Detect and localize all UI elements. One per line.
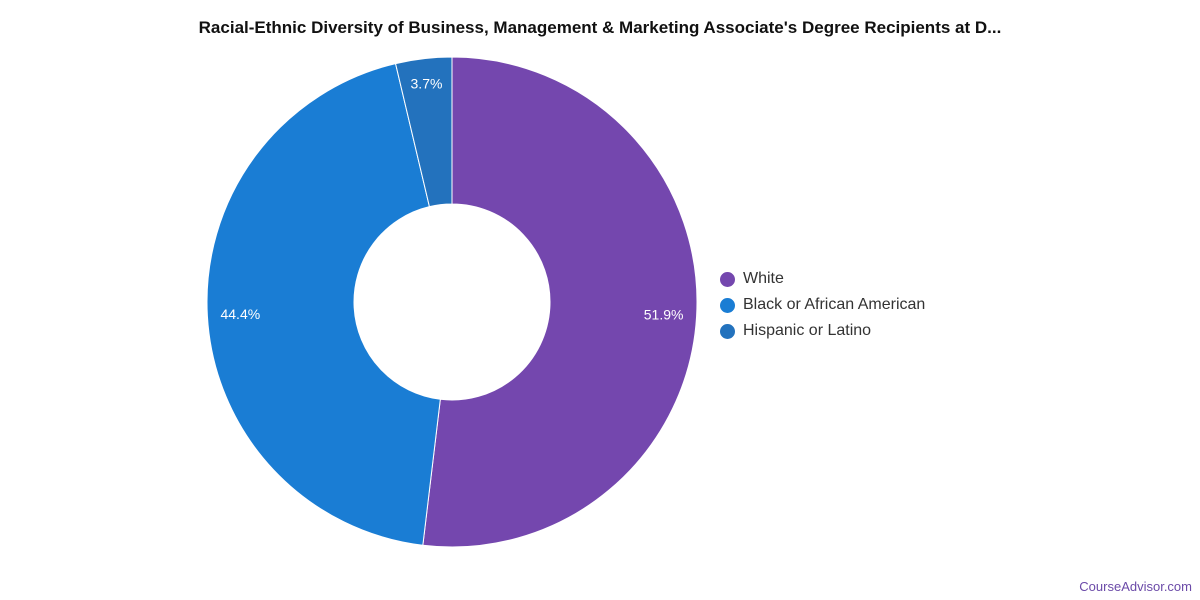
legend-label: Black or African American (743, 296, 926, 313)
legend-label: White (743, 270, 784, 287)
legend: White Black or African American Hispanic… (720, 266, 925, 344)
slice-label: 44.4% (220, 306, 260, 322)
credit-link[interactable]: CourseAdvisor.com (1079, 579, 1192, 594)
chart-title: Racial-Ethnic Diversity of Business, Man… (198, 18, 1002, 37)
slice-label: 3.7% (411, 75, 443, 91)
legend-swatch (720, 297, 735, 313)
legend-label: Hispanic or Latino (743, 322, 872, 339)
slice-label: 51.9% (644, 307, 684, 323)
legend-swatch (720, 271, 735, 287)
slice-hispanic-or-latino[interactable] (394, 56, 453, 208)
legend-swatch (720, 323, 735, 339)
legend-item[interactable]: Hispanic or Latino (720, 318, 925, 344)
slice-black-or-african-american[interactable] (206, 62, 441, 546)
legend-item[interactable]: White (720, 266, 925, 292)
legend-item[interactable]: Black or African American (720, 292, 925, 318)
slice-white[interactable] (422, 56, 698, 548)
